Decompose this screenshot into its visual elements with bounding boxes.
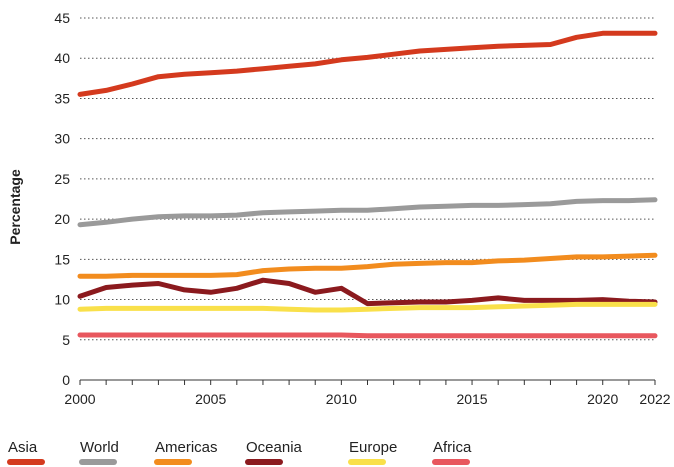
legend-label: Oceania xyxy=(246,439,303,456)
legend-label: Africa xyxy=(433,439,472,456)
x-tick-label: 2015 xyxy=(456,391,487,407)
y-tick-label: 20 xyxy=(54,211,70,227)
legend-item-europe: Europe xyxy=(348,439,397,465)
x-tick-label: 2000 xyxy=(64,391,95,407)
series-line-oceania xyxy=(77,277,658,307)
y-tick-label: 10 xyxy=(54,292,70,308)
y-tick-label: 15 xyxy=(54,251,70,267)
x-axis xyxy=(79,379,656,385)
series-line-europe xyxy=(77,301,658,313)
series-line-africa xyxy=(77,332,658,339)
legend-item-americas: Americas xyxy=(154,439,218,465)
y-tick-label: 0 xyxy=(62,372,70,388)
x-axis-ticks: 2000 2005 2010 2015 2020 2022 xyxy=(64,391,670,407)
x-tick-label: 2010 xyxy=(326,391,357,407)
legend-item-world: World xyxy=(79,439,119,465)
series-line-asia xyxy=(77,30,658,97)
legend-item-asia: Asia xyxy=(7,439,45,465)
grid-lines xyxy=(80,17,655,341)
series-line-americas xyxy=(77,252,658,279)
y-tick-label: 40 xyxy=(54,50,70,66)
legend-label: Europe xyxy=(349,439,397,456)
x-tick-label: 2022 xyxy=(639,391,670,407)
legend-label: Americas xyxy=(155,439,218,456)
legend-item-oceania: Oceania xyxy=(245,439,303,465)
x-tick-label: 2005 xyxy=(195,391,226,407)
series-line-world xyxy=(77,197,658,228)
y-tick-label: 30 xyxy=(54,131,70,147)
legend-label: World xyxy=(80,439,119,456)
y-tick-label: 35 xyxy=(54,90,70,106)
y-tick-label: 25 xyxy=(54,171,70,187)
y-tick-label: 45 xyxy=(54,10,70,26)
y-tick-label: 5 xyxy=(62,332,70,348)
x-tick-label: 2020 xyxy=(587,391,618,407)
legend: Asia World Americas Oceania Europe Africa xyxy=(7,439,472,465)
legend-item-africa: Africa xyxy=(432,439,472,465)
y-axis-label: Percentage xyxy=(7,169,23,245)
series-lines xyxy=(77,30,658,339)
legend-label: Asia xyxy=(8,439,38,456)
y-axis-ticks: 0 5 10 15 20 25 30 35 40 45 xyxy=(54,10,70,388)
